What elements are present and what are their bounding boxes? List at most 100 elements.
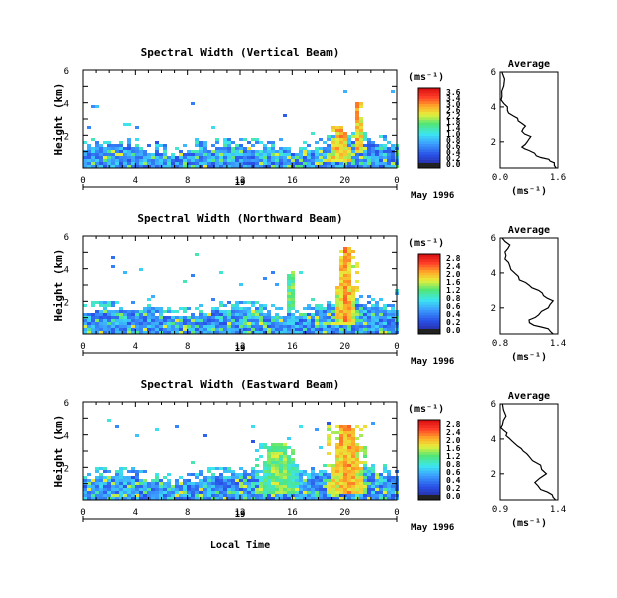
heatmap-cell [119,488,123,491]
heatmap-cell [335,488,339,491]
heatmap-cell [383,328,387,331]
heatmap-cell [355,298,359,301]
heatmap-cell [135,138,139,141]
heatmap-cell [299,156,303,159]
heatmap-cell [355,455,359,458]
heatmap-cell [347,268,351,271]
heatmap-cell [223,147,227,150]
heatmap-cell [207,331,211,334]
heatmap-cell [211,144,215,147]
heatmap-cell [287,476,291,479]
heatmap-cell [231,473,235,476]
heatmap-cell [183,165,187,168]
heatmap-cell [267,488,271,491]
heatmap-cell [319,162,323,165]
date-label: May 1996 [411,523,454,533]
heatmap-cell [103,150,107,153]
heatmap-cell [307,476,311,479]
heatmap-cell [383,494,387,497]
heatmap-cell [299,147,303,150]
heatmap-cell [155,310,159,313]
heatmap-cell [195,328,199,331]
heatmap-cell [227,325,231,328]
heatmap-cell [147,485,151,488]
heatmap-cell [279,316,283,319]
panel-title: Spectral Width (Vertical Beam) [141,46,340,59]
heatmap-cell [239,491,243,494]
heatmap-cell [127,162,131,165]
heatmap-cell [227,328,231,331]
heatmap-cell [339,476,343,479]
heatmap-cell [207,491,211,494]
heatmap-cell [95,485,99,488]
heatmap-cell [195,319,199,322]
heatmap-cell [151,310,155,313]
heatmap-cell [331,141,335,144]
heatmap-cell [199,162,203,165]
heatmap-cell [115,482,119,485]
heatmap-cell [359,165,363,168]
heatmap-cell [195,325,199,328]
colorbar-swatch [418,256,440,260]
heatmap-cell [271,159,275,162]
heatmap-cell [351,446,355,449]
heatmap-cell [251,440,255,443]
day-label: 19 [235,178,246,188]
heatmap-cell [123,123,127,126]
heatmap-cell [107,316,111,319]
heatmap-cell [147,482,151,485]
heatmap-cell [323,482,327,485]
heatmap-cell [219,316,223,319]
colorbar-swatch [418,425,440,429]
heatmap-cell [207,162,211,165]
heatmap-cell [339,467,343,470]
heatmap-cell [287,473,291,476]
heatmap-cell [267,473,271,476]
heatmap-cell [367,494,371,497]
heatmap-cell [283,150,287,153]
heatmap-cell [231,313,235,316]
heatmap-cell [127,485,131,488]
heatmap-cell [351,162,355,165]
heatmap-cell [391,497,395,500]
heatmap-cell [179,156,183,159]
heatmap-cell [119,322,123,325]
heatmap-cell [139,482,143,485]
heatmap-cell [155,165,159,168]
heatmap-cell [283,479,287,482]
heatmap-cell [319,494,323,497]
heatmap-cell [115,301,119,304]
heatmap-cell [119,159,123,162]
heatmap-cell [115,316,119,319]
heatmap-cell [359,476,363,479]
heatmap-cell [339,129,343,132]
heatmap-cell [275,485,279,488]
heatmap-cell [323,479,327,482]
heatmap-cell [343,443,347,446]
heatmap-cell [155,319,159,322]
heatmap-cell [335,126,339,129]
heatmap-cell [163,310,167,313]
heatmap-cell [323,325,327,328]
heatmap-cell [363,491,367,494]
heatmap-cell [323,159,327,162]
heatmap-cell [323,476,327,479]
heatmap-cell [139,325,143,328]
heatmap-cell [327,452,331,455]
heatmap-cell [111,497,115,500]
heatmap-cell [187,485,191,488]
heatmap-cell [123,316,127,319]
heatmap-cell [87,153,91,156]
heatmap-cell [131,162,135,165]
heatmap-cell [339,458,343,461]
heatmap-cell [363,316,367,319]
heatmap-cell [387,494,391,497]
heatmap-cell [327,482,331,485]
heatmap-cell [343,425,347,428]
heatmap-cell [159,325,163,328]
colorbar-swatch [418,270,440,274]
heatmap-cell [359,105,363,108]
colorbar-tick-label: 1.2 [446,286,461,295]
heatmap-cell [163,322,167,325]
heatmap-cell [95,316,99,319]
